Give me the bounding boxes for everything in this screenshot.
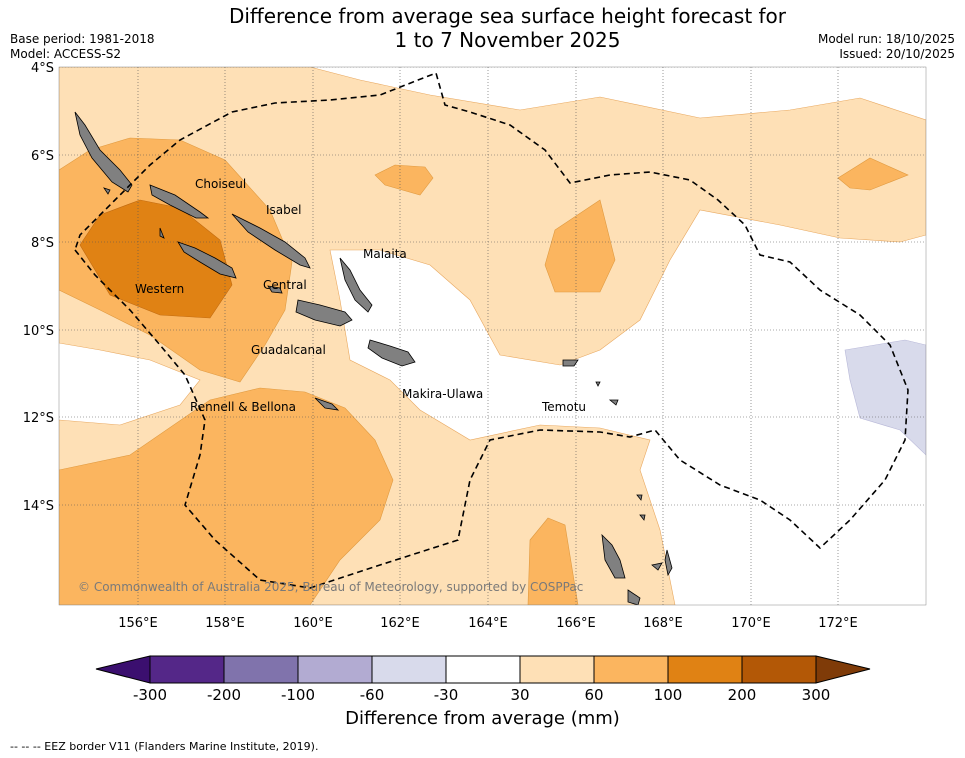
colorbar-swatch bbox=[741, 655, 817, 684]
contour-100-200 bbox=[79, 199, 233, 319]
lon-label: 158°E bbox=[205, 616, 245, 631]
colorbar-swatch bbox=[297, 655, 373, 684]
colorbar-extend-high bbox=[815, 655, 871, 684]
eez-legend: -- -- -- EEZ border V11 (Flanders Marine… bbox=[10, 740, 319, 753]
colorbar-swatch bbox=[667, 655, 743, 684]
colorbar-tick: 100 bbox=[654, 686, 683, 704]
island-guadalcanal bbox=[295, 299, 353, 327]
province-labels: Choiseul Isabel Malaita Western Central … bbox=[135, 177, 586, 414]
island-small-4 bbox=[595, 381, 601, 387]
colorbar-tick: 30 bbox=[510, 686, 529, 704]
colorbar-tick: 60 bbox=[584, 686, 603, 704]
lat-label: 6°S bbox=[31, 149, 54, 164]
label-guadalcanal: Guadalcanal bbox=[251, 343, 326, 357]
lat-label: 10°S bbox=[23, 324, 54, 339]
lon-label: 160°E bbox=[293, 616, 333, 631]
colorbar-tick: -60 bbox=[360, 686, 385, 704]
base-period: Base period: 1981-2018 bbox=[10, 32, 155, 46]
chart-title: Difference from average sea surface heig… bbox=[0, 4, 965, 52]
colorbar-label: Difference from average (mm) bbox=[345, 708, 620, 729]
title-line-2: 1 to 7 November 2025 bbox=[394, 28, 621, 52]
lon-label: 156°E bbox=[118, 616, 158, 631]
lon-label: 164°E bbox=[468, 616, 508, 631]
meta-right: Model run: 18/10/2025 Issued: 20/10/2025 bbox=[818, 32, 955, 62]
model-run: Model run: 18/10/2025 bbox=[817, 32, 955, 46]
island-banks bbox=[636, 494, 643, 501]
contour-60-100-south bbox=[59, 387, 394, 605]
island-small-3 bbox=[608, 399, 619, 406]
meta-left: Base period: 1981-2018 Model: ACCESS-S2 bbox=[10, 32, 155, 62]
colorbar-tick: -100 bbox=[281, 686, 315, 704]
island-vanuatu-2 bbox=[651, 562, 663, 571]
colorbar-swatch bbox=[593, 655, 669, 684]
contour-60-100-north bbox=[374, 164, 434, 196]
island-new-georgia bbox=[177, 241, 237, 279]
label-isabel: Isabel bbox=[266, 203, 301, 217]
label-western: Western bbox=[135, 282, 184, 296]
label-malaita: Malaita bbox=[363, 247, 407, 261]
lat-axis: 4°S 6°S 8°S 10°S 12°S 14°S bbox=[23, 61, 54, 514]
contour-60-100-far-east bbox=[837, 157, 909, 191]
island-isabel bbox=[231, 213, 311, 269]
lat-label: 4°S bbox=[31, 61, 54, 76]
lon-label: 162°E bbox=[380, 616, 420, 631]
colorbar-tick: 200 bbox=[728, 686, 757, 704]
colorbar-swatch bbox=[445, 655, 521, 684]
colorbar-extend-low bbox=[95, 655, 151, 684]
issued-date: Issued: 20/10/2025 bbox=[839, 47, 955, 61]
label-temotu: Temotu bbox=[541, 400, 586, 414]
label-choiseul: Choiseul bbox=[195, 177, 246, 191]
lon-label: 166°E bbox=[556, 616, 596, 631]
contour-60-100-east bbox=[544, 199, 616, 293]
island-makira bbox=[367, 339, 416, 367]
colorbar-swatch bbox=[223, 655, 299, 684]
island-vanuatu-1 bbox=[627, 589, 641, 605]
map-area bbox=[59, 67, 926, 605]
lon-label: 170°E bbox=[731, 616, 771, 631]
lon-axis: 156°E 158°E 160°E 162°E 164°E 166°E 168°… bbox=[118, 616, 858, 631]
colorbar-tick: -30 bbox=[434, 686, 459, 704]
island-choiseul bbox=[149, 184, 210, 219]
island-small-2 bbox=[159, 227, 165, 239]
model-name: Model: ACCESS-S2 bbox=[10, 47, 122, 61]
colorbar-swatch bbox=[519, 655, 595, 684]
contour-60-100-bottom bbox=[527, 517, 579, 605]
label-makira-ulawa: Makira-Ulawa bbox=[402, 387, 483, 401]
colorbar-tick: -200 bbox=[207, 686, 241, 704]
lon-label: 172°E bbox=[818, 616, 858, 631]
island-small-1 bbox=[103, 187, 111, 195]
label-rennell-bellona: Rennell & Bellona bbox=[190, 400, 296, 414]
colorbar-tick: -300 bbox=[133, 686, 167, 704]
map-frame bbox=[58, 66, 927, 606]
lat-label: 14°S bbox=[23, 499, 54, 514]
colorbar-swatch bbox=[149, 655, 225, 684]
label-central: Central bbox=[263, 278, 307, 292]
lon-label: 168°E bbox=[643, 616, 683, 631]
island-malaita bbox=[339, 257, 373, 313]
island-torres bbox=[639, 514, 646, 521]
island-rennell bbox=[314, 397, 340, 411]
colorbar bbox=[95, 655, 871, 684]
copyright-notice: © Commonwealth of Australia 2025, Bureau… bbox=[78, 580, 584, 594]
island-vanuatu-3 bbox=[664, 549, 673, 577]
lat-label: 12°S bbox=[23, 411, 54, 426]
colorbar-tick: 300 bbox=[802, 686, 831, 704]
colorbar-ticks: -300 -200 -100 -60 -30 30 60 100 200 300 bbox=[133, 686, 830, 704]
island-espiritu bbox=[601, 533, 626, 579]
contour-neg bbox=[844, 339, 926, 456]
lat-label: 8°S bbox=[31, 236, 54, 251]
island-bougainville bbox=[74, 111, 133, 193]
eez-border bbox=[74, 71, 909, 589]
title-line-1: Difference from average sea surface heig… bbox=[228, 4, 787, 28]
island-santa-cruz bbox=[562, 359, 579, 367]
island-central bbox=[267, 285, 283, 294]
land bbox=[74, 111, 673, 605]
colorbar-swatch bbox=[371, 655, 447, 684]
